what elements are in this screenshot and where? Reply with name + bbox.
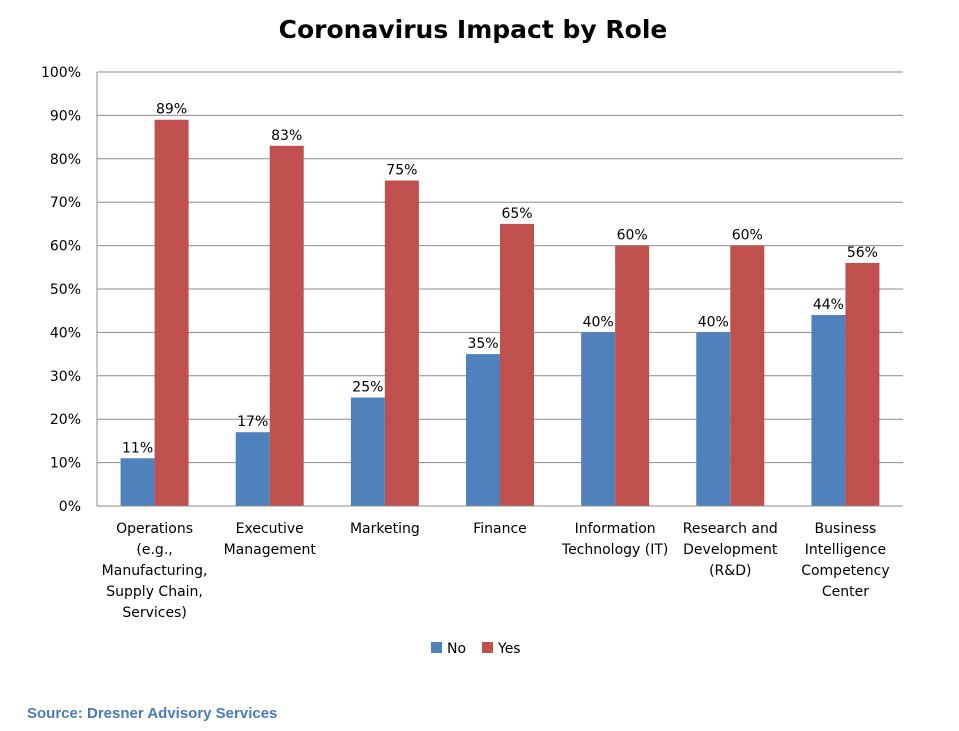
x-tick-label: Business	[815, 521, 877, 537]
x-tick-label: Technology (IT)	[561, 542, 668, 558]
data-label: 60%	[732, 228, 763, 244]
data-label: 17%	[237, 414, 268, 430]
x-tick-label: (R&D)	[709, 563, 751, 579]
y-tick-label: 100%	[41, 65, 81, 81]
bar-no	[581, 332, 616, 506]
x-tick-label: Marketing	[350, 521, 420, 537]
bar-no	[235, 432, 270, 506]
data-label: 56%	[847, 245, 878, 261]
legend-label-no: No	[447, 641, 466, 657]
data-label: 35%	[467, 336, 498, 352]
x-tick-label: (e.g.,	[136, 542, 172, 558]
chart-title: Coronavirus Impact by Role	[279, 15, 668, 44]
x-tick-label: Executive	[236, 521, 304, 537]
x-tick-label: Development	[683, 542, 778, 558]
y-tick-label: 60%	[50, 239, 81, 255]
legend-label-yes: Yes	[497, 641, 521, 657]
y-tick-label: 30%	[50, 369, 81, 385]
bar-yes	[845, 262, 880, 506]
bar-yes	[384, 180, 419, 506]
data-label: 60%	[617, 228, 648, 244]
data-label: 40%	[583, 314, 614, 330]
y-tick-label: 70%	[50, 195, 81, 211]
bar-no	[696, 332, 731, 506]
y-tick-label: 40%	[50, 325, 81, 341]
data-label: 65%	[501, 206, 532, 222]
bar-no	[466, 354, 500, 506]
bar-yes	[269, 145, 304, 506]
data-label: 89%	[156, 102, 187, 118]
bar-no	[811, 315, 846, 506]
axes: 0% 10% 20% 30% 40% 50% 60% 70% 80% 90% 100% Operati…	[41, 65, 903, 621]
data-label: 44%	[813, 297, 844, 313]
bars: 11% 89% 17% 83% 25% 75% 35% 65% 40% 60% 40% 60% 44% 5…	[120, 102, 880, 507]
bar-yes	[154, 119, 189, 507]
y-tick-label: 10%	[50, 456, 81, 472]
bar-yes	[730, 245, 765, 506]
legend: No Yes	[431, 641, 521, 657]
y-tick-label: 80%	[50, 152, 81, 168]
data-label: 40%	[698, 314, 729, 330]
y-tick-label: 50%	[50, 282, 81, 298]
x-tick-label: Research and	[683, 521, 778, 537]
legend-swatch-yes	[482, 642, 493, 653]
x-tick-label: Center	[822, 584, 869, 600]
y-tick-label: 20%	[50, 412, 81, 428]
y-tick-label: 0%	[59, 499, 81, 515]
x-tick-label: Finance	[473, 521, 527, 537]
data-label: 83%	[271, 128, 302, 144]
x-tick-label: Information	[575, 521, 656, 537]
data-label: 11%	[122, 440, 153, 456]
legend-swatch-no	[431, 642, 442, 653]
data-label: 75%	[386, 163, 417, 179]
x-tick-label: Supply Chain,	[106, 584, 203, 600]
bar-no	[350, 397, 385, 506]
x-tick-label: Operations	[116, 521, 193, 537]
source-note: Source: Dresner Advisory Services	[27, 705, 278, 722]
x-tick-label: Competency	[801, 563, 889, 579]
data-label: 25%	[352, 380, 383, 396]
x-tick-label: Management	[224, 542, 317, 558]
bar-no	[120, 458, 155, 506]
y-tick-label: 90%	[50, 108, 81, 124]
x-tick-label: Intelligence	[805, 542, 886, 558]
x-tick-label: Services)	[122, 605, 187, 621]
bar-yes	[615, 245, 650, 506]
x-tick-label: Manufacturing,	[102, 563, 208, 579]
bar-yes	[500, 223, 534, 506]
